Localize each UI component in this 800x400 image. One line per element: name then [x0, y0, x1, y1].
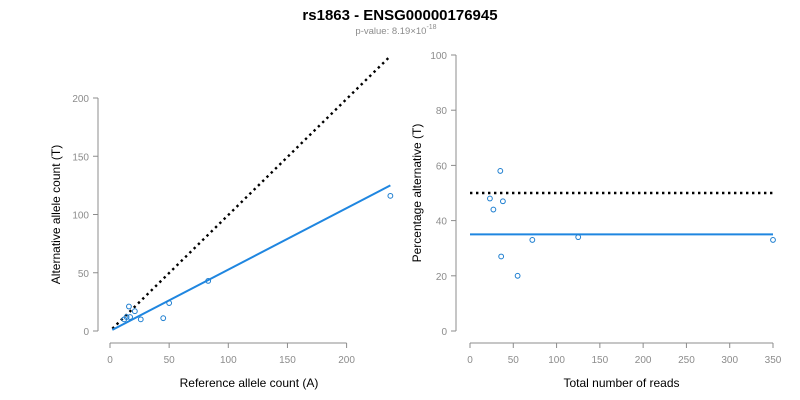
data-point	[387, 192, 394, 199]
data-point	[137, 316, 144, 323]
data-point	[487, 195, 493, 202]
pvalue-exponent: -18	[426, 24, 436, 31]
pvalue-prefix: p-value: 8.19×10	[355, 26, 426, 37]
data-point	[123, 314, 130, 320]
y-tick-label: 50	[78, 269, 90, 280]
y-axis-title: Alternative allele count (T)	[49, 145, 63, 284]
y-tick-label: 40	[436, 217, 448, 228]
y-tick-label: 20	[436, 272, 448, 283]
pvalue-text: p-value: 8.19×10-18	[355, 24, 436, 37]
x-tick-label: 250	[678, 355, 695, 366]
data-point	[499, 198, 506, 205]
data-point	[514, 272, 521, 279]
data-point	[205, 278, 212, 284]
percentage-panel: 0 50 100 150 200 250 300 350 0 20 40 60 80 100 Total n…	[410, 51, 782, 390]
x-axis-title: Reference allele count (A)	[180, 376, 319, 390]
x-tick-label: 100	[220, 355, 237, 366]
data-point	[529, 237, 536, 243]
y-tick-label: 100	[72, 211, 89, 222]
x-tick-label: 350	[765, 355, 782, 366]
data-point	[160, 315, 167, 322]
x-axis-title: Total number of reads	[563, 376, 679, 390]
data-point	[497, 168, 504, 174]
y-tick-label: 200	[72, 94, 89, 105]
allele-count-panel: 0 50 100 150 200 0 50 100 150 200 Reference allele…	[49, 55, 394, 390]
x-tick-label: 0	[107, 355, 113, 366]
x-tick-label: 100	[548, 355, 565, 366]
data-point	[131, 308, 138, 315]
data-point	[498, 253, 505, 260]
expected-ratio-line	[111, 55, 392, 330]
x-tick-label: 150	[592, 355, 609, 366]
x-tick-label: 150	[279, 355, 296, 366]
y-tick-label: 60	[436, 161, 448, 172]
chart-title: rs1863 - ENSG00000176945	[302, 7, 497, 24]
data-point	[126, 303, 132, 310]
y-axis-title: Percentage alternative (T)	[410, 124, 424, 263]
y-tick-label: 80	[436, 106, 448, 117]
x-tick-label: 200	[338, 355, 355, 366]
data-point	[490, 206, 497, 213]
data-point	[770, 237, 776, 243]
data-point	[575, 234, 582, 241]
fitted-line	[111, 184, 391, 331]
x-tick-label: 50	[164, 355, 176, 366]
x-tick-label: 0	[467, 355, 473, 366]
x-tick-label: 300	[721, 355, 738, 366]
data-point	[127, 314, 134, 320]
x-tick-label: 200	[635, 355, 652, 366]
y-tick-label: 0	[441, 327, 447, 338]
x-tick-label: 50	[508, 355, 520, 366]
y-tick-label: 150	[72, 152, 89, 163]
y-tick-label: 0	[83, 327, 89, 338]
y-tick-label: 100	[430, 51, 447, 62]
data-point	[166, 300, 173, 306]
